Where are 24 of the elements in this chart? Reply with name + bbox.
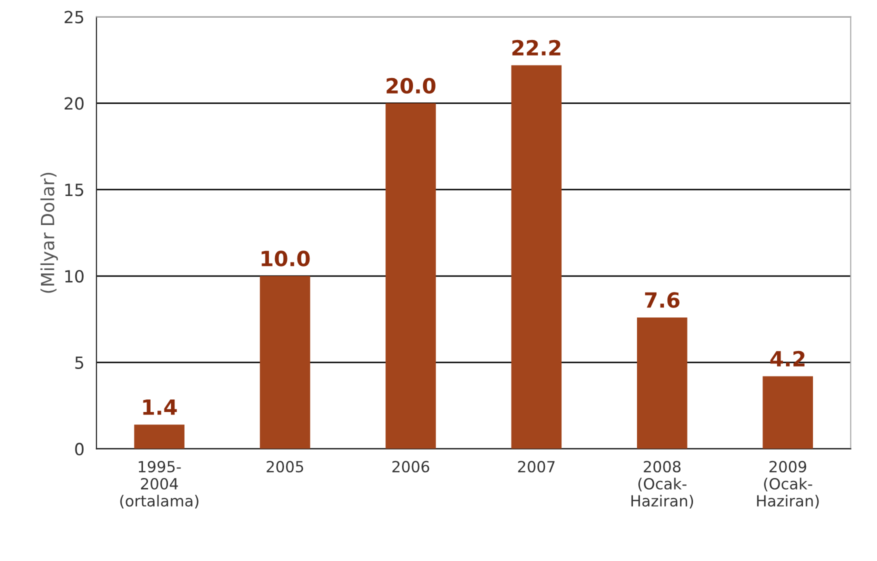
x-tick-label: 2006 [392,460,430,472]
x-tick-label: 2008 (Ocak- Haziran) [631,460,694,508]
bar [511,65,562,449]
y-tick-label: 0 [75,442,84,456]
x-tick-label: 2009 (Ocak- Haziran) [757,460,819,508]
x-tick-label: 2007 [518,460,555,472]
data-label: 22.2 [512,40,560,56]
x-tick-label: 2005 [266,460,304,472]
y-axis-title: (Milyar Dolar) [40,172,58,293]
bar [260,276,310,449]
y-tick-label: 20 [64,97,84,110]
y-tick-label: 15 [65,184,84,196]
y-tick-label: 5 [75,356,84,369]
data-label: 10.0 [262,250,310,266]
data-label: 1.4 [143,400,177,415]
data-label: 7.6 [645,292,680,308]
y-tick-label: 25 [64,10,84,24]
y-tick-label: 10 [65,270,84,283]
x-tick-label: 1995- 2004 (ortalama) [120,460,198,508]
bar [636,317,688,449]
bar [134,424,184,449]
bar [386,103,436,449]
bar [762,376,813,449]
data-label: 20.0 [386,78,436,94]
